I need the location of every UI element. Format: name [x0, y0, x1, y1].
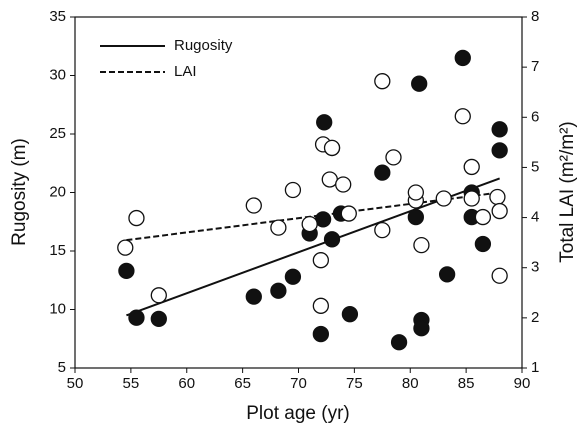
point	[390, 334, 408, 351]
point	[128, 309, 145, 326]
point	[491, 202, 508, 220]
point	[489, 188, 506, 206]
x-tick-label: 50	[67, 375, 84, 392]
y2-tick-label: 5	[531, 158, 539, 175]
point	[374, 164, 391, 181]
point	[454, 49, 471, 67]
x-axis-label: Plot age (yr)	[246, 403, 349, 424]
point	[245, 288, 262, 305]
y2-tick-label: 7	[531, 58, 539, 75]
point	[491, 267, 508, 284]
y-tick-label: 5	[58, 359, 66, 376]
point	[385, 149, 402, 166]
point	[474, 235, 492, 253]
point	[374, 221, 391, 239]
point	[341, 306, 359, 323]
x-tick-label: 80	[402, 375, 419, 392]
x-tick-label: 60	[178, 375, 195, 392]
y-tick-label: 25	[49, 125, 66, 142]
point	[117, 239, 134, 256]
point	[284, 181, 302, 199]
x-tick-label: 65	[234, 375, 251, 392]
y2-tick-label: 2	[531, 309, 539, 326]
point	[413, 236, 430, 254]
point	[335, 176, 352, 193]
x-tick-label: 75	[346, 375, 363, 392]
point	[316, 114, 333, 131]
point	[491, 142, 508, 159]
point	[323, 231, 341, 248]
point	[463, 158, 480, 176]
point	[128, 209, 145, 227]
point	[312, 325, 330, 343]
point	[270, 282, 287, 299]
point	[438, 266, 456, 283]
point	[301, 215, 318, 233]
point	[407, 208, 424, 226]
legend-label: LAI	[174, 63, 197, 80]
y2-tick-label: 1	[531, 359, 539, 376]
point	[463, 190, 480, 207]
point	[491, 121, 508, 138]
point	[312, 297, 330, 314]
point	[435, 190, 452, 207]
point	[312, 252, 330, 269]
point	[407, 184, 424, 201]
point	[374, 73, 391, 90]
point	[474, 208, 492, 226]
point	[321, 171, 338, 188]
point	[323, 139, 341, 157]
point	[150, 310, 167, 328]
y-axis-label: Rugosity (m)	[9, 138, 30, 246]
point	[150, 287, 167, 304]
y-tick-label: 30	[49, 66, 66, 83]
y-tick-label: 10	[49, 300, 66, 317]
point	[284, 268, 302, 285]
x-tick-label: 85	[458, 375, 475, 392]
y-tick-label: 20	[49, 183, 66, 200]
legend-label: Rugosity	[174, 37, 233, 54]
y2-tick-label: 8	[531, 8, 539, 25]
x-tick-label: 70	[290, 375, 307, 392]
y2-tick-label: 3	[531, 259, 539, 276]
x-tick-label: 55	[123, 375, 140, 392]
y2-tick-label: 4	[531, 209, 539, 226]
point	[118, 262, 135, 280]
y2-axis-label: Total LAI (m²/m²)	[557, 121, 578, 262]
point	[340, 205, 357, 222]
x-tick-label: 90	[514, 375, 531, 392]
point	[413, 320, 430, 337]
y-tick-label: 15	[49, 242, 66, 259]
point	[270, 219, 287, 236]
point	[454, 108, 471, 125]
y2-tick-label: 6	[531, 108, 539, 125]
point	[314, 211, 332, 228]
y-tick-label: 35	[49, 8, 66, 25]
point	[245, 197, 262, 214]
point	[411, 75, 428, 92]
